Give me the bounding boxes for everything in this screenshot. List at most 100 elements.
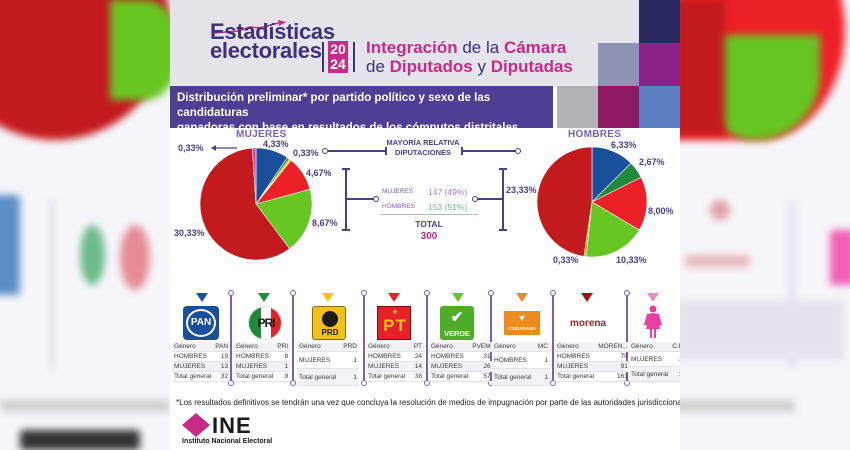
tile [598, 43, 639, 86]
ine-subtitle: Instituto Nacional Electoral [182, 438, 273, 445]
cell: Total general [492, 368, 536, 386]
party-divider [426, 293, 428, 383]
divider-dot [228, 290, 234, 296]
blurred-morena-logo [685, 255, 750, 267]
connector-tick [385, 147, 387, 155]
star-icon: ★ [391, 309, 399, 316]
cell: 1 [340, 368, 359, 386]
cell: 1 [340, 351, 359, 369]
cell: PRD [340, 342, 359, 352]
pie-label: 4,67% [306, 168, 332, 178]
blurred-footnote [0, 400, 170, 412]
bracket-cap [342, 168, 350, 170]
cell: Género [629, 342, 671, 352]
prd-table: Género PRD MUJERES 1 Total general 1 [297, 342, 359, 386]
pan-logo: PAN [183, 306, 219, 340]
arrow-left-icon [211, 145, 237, 151]
pri-logo-text: PRI [257, 316, 275, 330]
table-row: Total general 57 [429, 371, 493, 382]
pie-label: 0,33% [553, 255, 579, 265]
blurred-background-left [0, 0, 175, 450]
blurred-divider [790, 200, 794, 370]
hombres-value: 153 (51%) [428, 202, 468, 212]
title-word: de [366, 57, 390, 76]
table-row: MUJERES 26 [429, 361, 493, 372]
mc-logo-text: CIUDADANO [508, 326, 536, 331]
toucan-icon: ✔ [450, 309, 464, 326]
bracket-cap [499, 229, 507, 231]
brand-line-1: Estadísticas [210, 19, 335, 44]
divider-dot [361, 380, 367, 386]
cell: MUJERES [629, 351, 671, 367]
blurred-pie-slice [675, 0, 725, 135]
title-word: y [472, 57, 491, 76]
blurred-tables [675, 300, 845, 360]
table-row: Total general 161 [555, 371, 630, 382]
cell: Total general [429, 371, 471, 382]
cell: 19 [213, 351, 231, 362]
cell: 32 [213, 371, 231, 382]
pie-label: 2,67% [639, 157, 665, 167]
table-row: Género MOREN... [555, 342, 630, 352]
tile [639, 0, 680, 43]
table-row: Género PVEM [429, 342, 493, 352]
pvem-marker-icon [452, 293, 464, 302]
blurred-divider [50, 200, 54, 370]
cell: Género [366, 342, 411, 352]
cell: 57 [470, 371, 493, 382]
divider-dot [228, 380, 234, 386]
pvem-logo-text: VERDE [444, 329, 470, 338]
title-word: de la [457, 38, 504, 57]
header [170, 0, 680, 86]
pt-table: Género PT HOMBRES 24 MUJERES 14 Total gener… [366, 342, 424, 382]
cell: 26 [470, 361, 493, 372]
cell: HOMBRES [366, 351, 411, 362]
cell: 70 [596, 351, 630, 362]
mujeres-label: MUJERES [382, 188, 414, 195]
cell: HOMBRES [429, 351, 471, 362]
cell: 31 [470, 351, 493, 362]
bracket-cap [342, 229, 350, 231]
table-row: Género PT [366, 342, 424, 352]
bracket-cap [499, 168, 507, 170]
table-row: Total general 9 [234, 371, 291, 382]
table-row: MUJERES 91 [555, 361, 630, 372]
cell: Género [234, 342, 276, 352]
cell: MUJERES [297, 351, 341, 369]
banner-line-1: Distribución preliminar* por partido pol… [177, 92, 491, 119]
divider-dot [624, 290, 630, 296]
ine-logo-text: INE [212, 413, 252, 438]
cell: 91 [596, 361, 630, 372]
title-word: Diputados [389, 57, 473, 76]
cell: 161 [596, 371, 630, 382]
pri-table: Género PRI HOMBRES 8 MUJERES 1 Total genera… [234, 342, 291, 382]
title-word: Cámara [503, 38, 567, 57]
tile [557, 86, 598, 128]
pie-label: 10,33% [616, 255, 647, 265]
party-divider [552, 293, 554, 383]
trend-line-icon [214, 20, 286, 34]
total-label: TOTAL [415, 219, 443, 229]
cell: Total general [629, 366, 671, 382]
divider-dot [424, 290, 430, 296]
tile [639, 43, 680, 86]
total-value: 300 [420, 231, 438, 242]
tile [598, 86, 639, 128]
morena-table: Género MOREN... HOMBRES 70 MUJERES 91 Total… [555, 342, 630, 382]
pie-label: 8,00% [648, 206, 674, 216]
blurred-background-right [675, 0, 850, 450]
cell: Género [297, 342, 341, 352]
prd-logo-text: PRD [321, 328, 339, 337]
title-word: Diputadas [490, 57, 573, 76]
table-row: MUJERES 13 [172, 361, 231, 372]
cell: 9 [275, 371, 291, 382]
connector-line [462, 150, 516, 152]
table-row: Total general 38 [366, 371, 424, 382]
mujeres-value: 147 (49%) [428, 187, 468, 197]
cell: Total general [366, 371, 411, 382]
blurred-ine-logo [20, 430, 140, 450]
